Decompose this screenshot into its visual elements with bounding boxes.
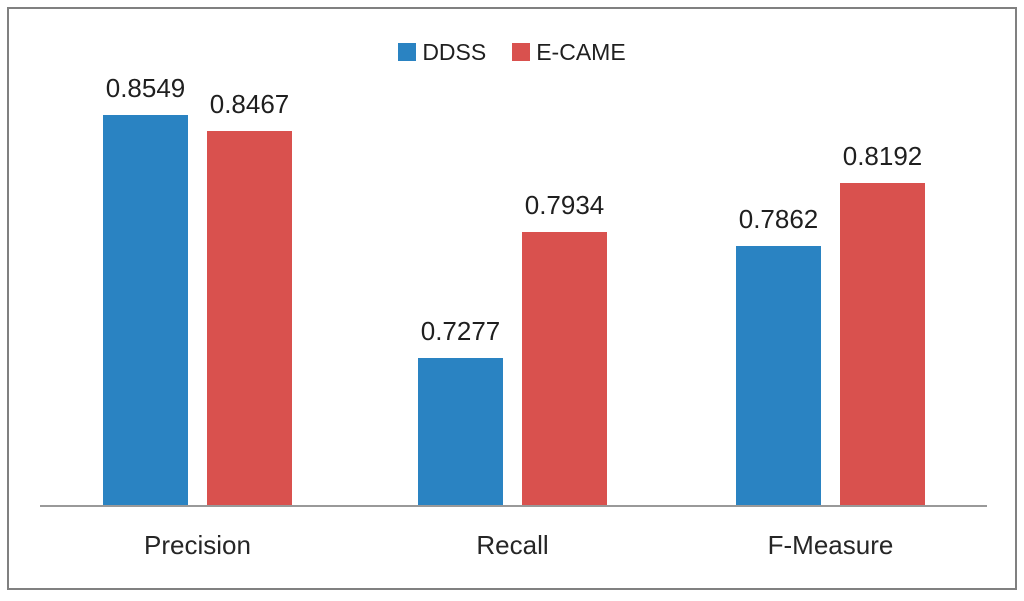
legend-item-ecame: E-CAME [512, 39, 626, 65]
category-label-precision: Precision [144, 530, 251, 560]
legend-swatch-ecame-icon [512, 43, 531, 61]
bar-value-label-ddss-recall: 0.7277 [420, 316, 501, 346]
legend-item-ddss: DDSS [398, 39, 487, 65]
bar-ddss-recall [418, 358, 503, 506]
bar-ddss-f-measure [736, 246, 821, 506]
bar-e-came-precision [207, 131, 292, 506]
category-label-fmeasure: F-Measure [767, 530, 894, 560]
legend-label-ddss: DDSS [422, 39, 487, 65]
bar-value-label-ddss-f-measure: 0.7862 [738, 204, 819, 234]
bar-value-label-e-came-f-measure: 0.8192 [842, 141, 923, 171]
bar-value-label-e-came-recall: 0.7934 [524, 190, 605, 220]
bar-e-came-recall [522, 232, 607, 506]
legend: DDSS E-CAME [0, 39, 1024, 65]
bar-value-label-e-came-precision: 0.8467 [209, 89, 290, 119]
x-axis-line [40, 505, 987, 507]
bar-value-label-ddss-precision: 0.8549 [105, 73, 186, 103]
bar-ddss-precision [103, 115, 188, 506]
legend-swatch-ddss-icon [398, 43, 417, 61]
bar-e-came-f-measure [840, 183, 925, 506]
legend-label-ecame: E-CAME [536, 39, 626, 65]
category-label-recall: Recall [476, 530, 549, 560]
